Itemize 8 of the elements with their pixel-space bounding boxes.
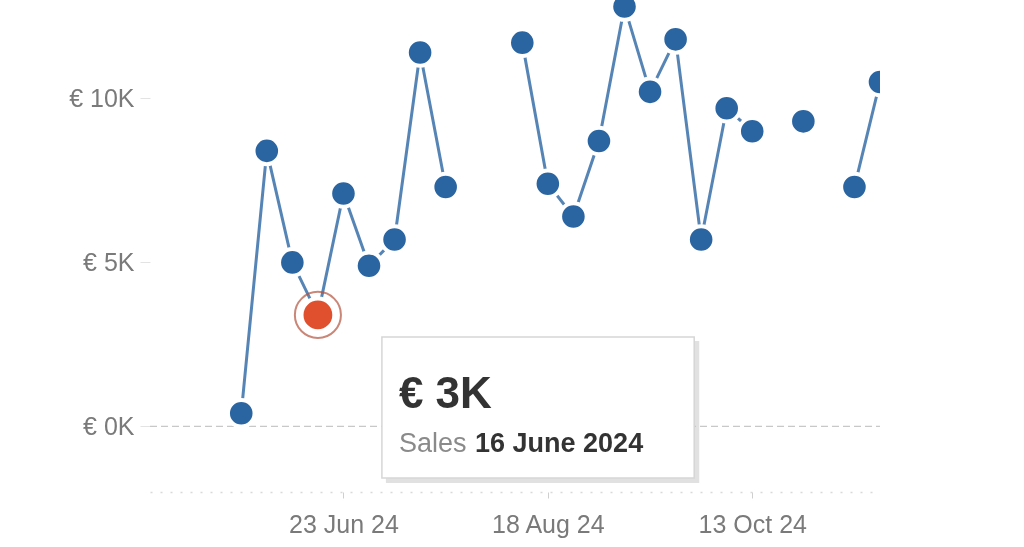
annotation: Sales 16 June 2024 xyxy=(398,427,644,458)
x-tick-label: 23 Jun 24 xyxy=(289,509,399,538)
y-tick-label: € 0K xyxy=(83,411,135,440)
x-tick-label: 13 Oct 24 xyxy=(698,509,808,538)
x-tick-label: 18 Aug 24 xyxy=(492,509,605,538)
y-tick-label: € 10K xyxy=(69,83,135,112)
annotation: € 3K xyxy=(398,367,493,417)
y-tick-label: € 5K xyxy=(83,247,135,276)
